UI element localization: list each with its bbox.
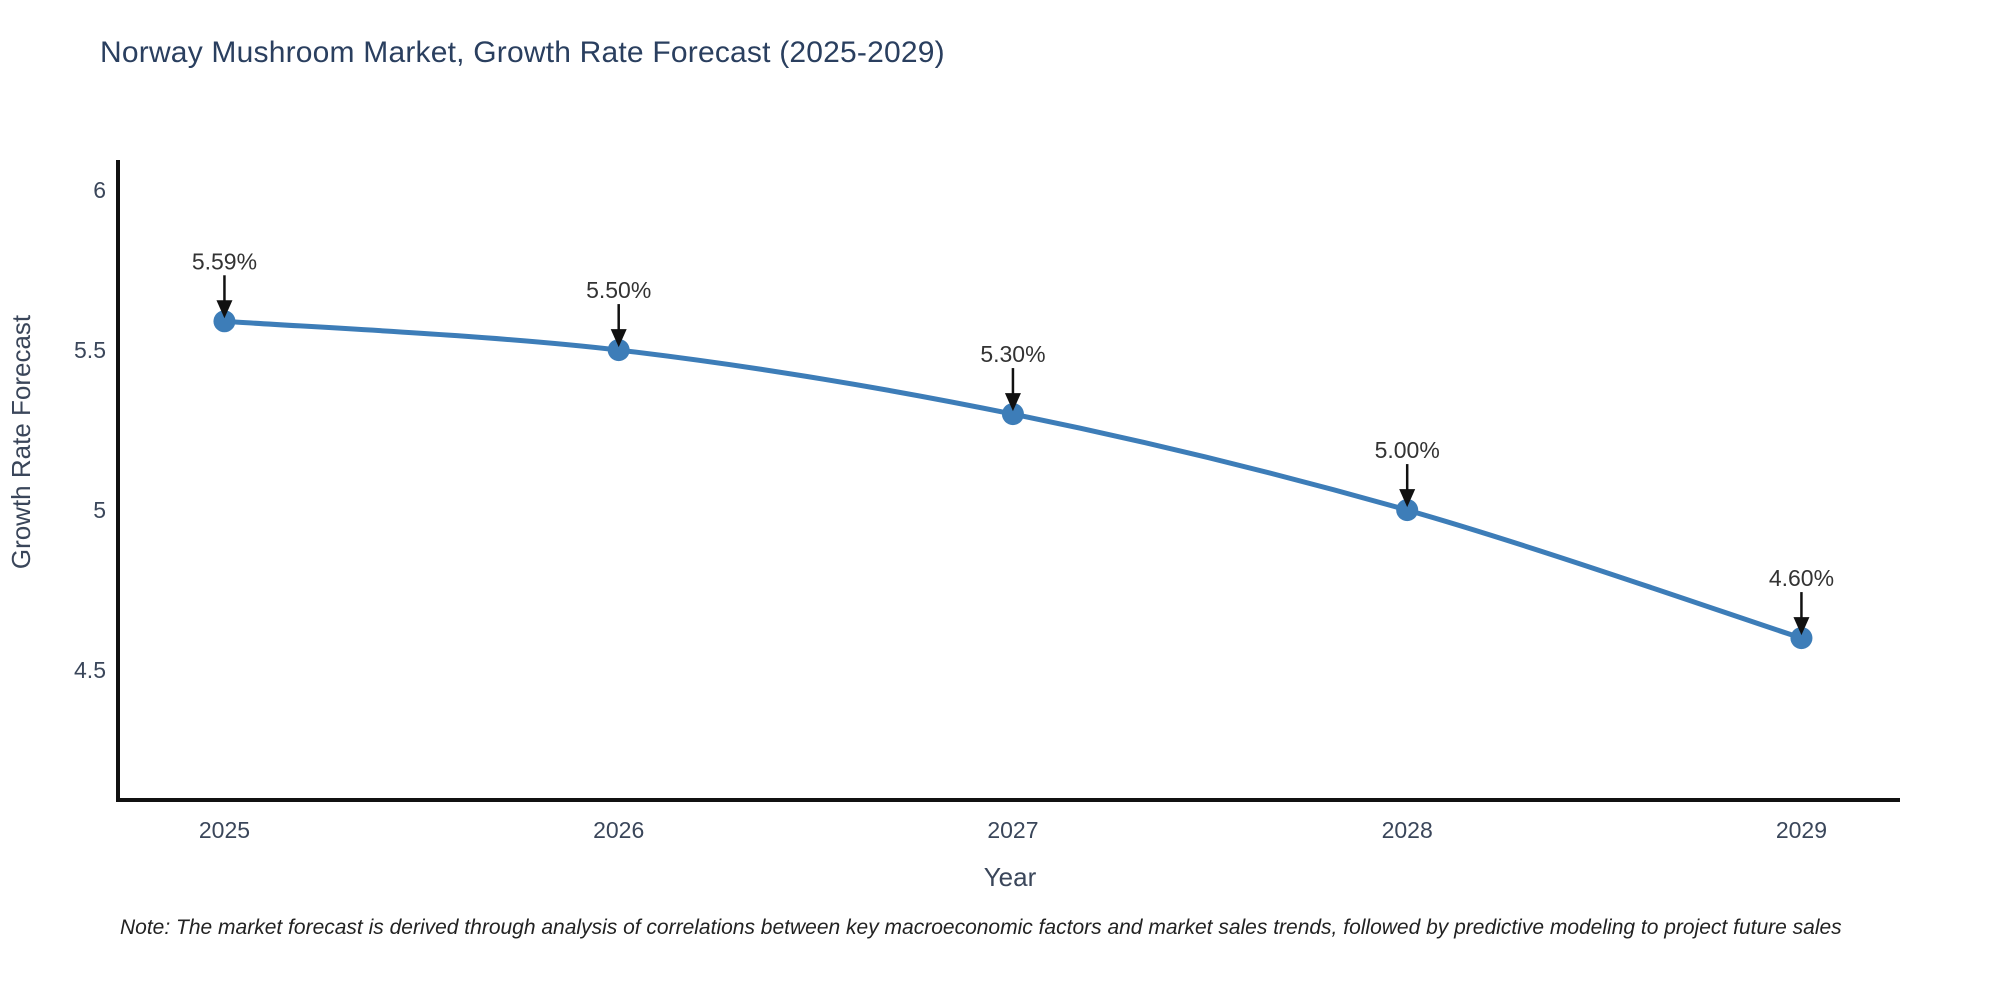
annotation-arrowhead — [1399, 489, 1416, 508]
data-point-marker — [607, 339, 630, 362]
y-tick-label: 5.5 — [74, 337, 106, 363]
annotation-arrowhead — [1004, 393, 1021, 412]
data-point-label: 5.59% — [192, 248, 257, 274]
footnote: Note: The market forecast is derived thr… — [120, 916, 1842, 939]
x-tick-label: 2029 — [1776, 817, 1827, 843]
x-tick-label: 2027 — [987, 817, 1038, 843]
chart-title: Norway Mushroom Market, Growth Rate Fore… — [100, 36, 945, 69]
data-point-label: 5.00% — [1375, 437, 1440, 463]
data-point-label: 4.60% — [1769, 565, 1834, 591]
y-axis-title: Growth Rate Forecast — [6, 314, 36, 569]
annotation-arrowhead — [1793, 617, 1810, 636]
data-point-marker — [1396, 499, 1419, 522]
x-tick-label: 2028 — [1382, 817, 1433, 843]
x-axis-title: Year — [984, 862, 1037, 892]
x-tick-label: 2026 — [593, 817, 644, 843]
y-tick-label: 4.5 — [74, 657, 106, 683]
annotation-arrowhead — [610, 329, 627, 348]
y-tick-label: 5 — [93, 497, 106, 523]
data-point-marker — [1001, 403, 1024, 426]
x-tick-label: 2025 — [199, 817, 250, 843]
annotation-arrowhead — [216, 300, 233, 319]
data-point-marker — [1790, 627, 1813, 650]
data-point-label: 5.50% — [586, 277, 651, 303]
y-tick-label: 6 — [93, 177, 106, 203]
data-point-marker — [213, 310, 236, 333]
data-point-label: 5.30% — [980, 341, 1045, 367]
